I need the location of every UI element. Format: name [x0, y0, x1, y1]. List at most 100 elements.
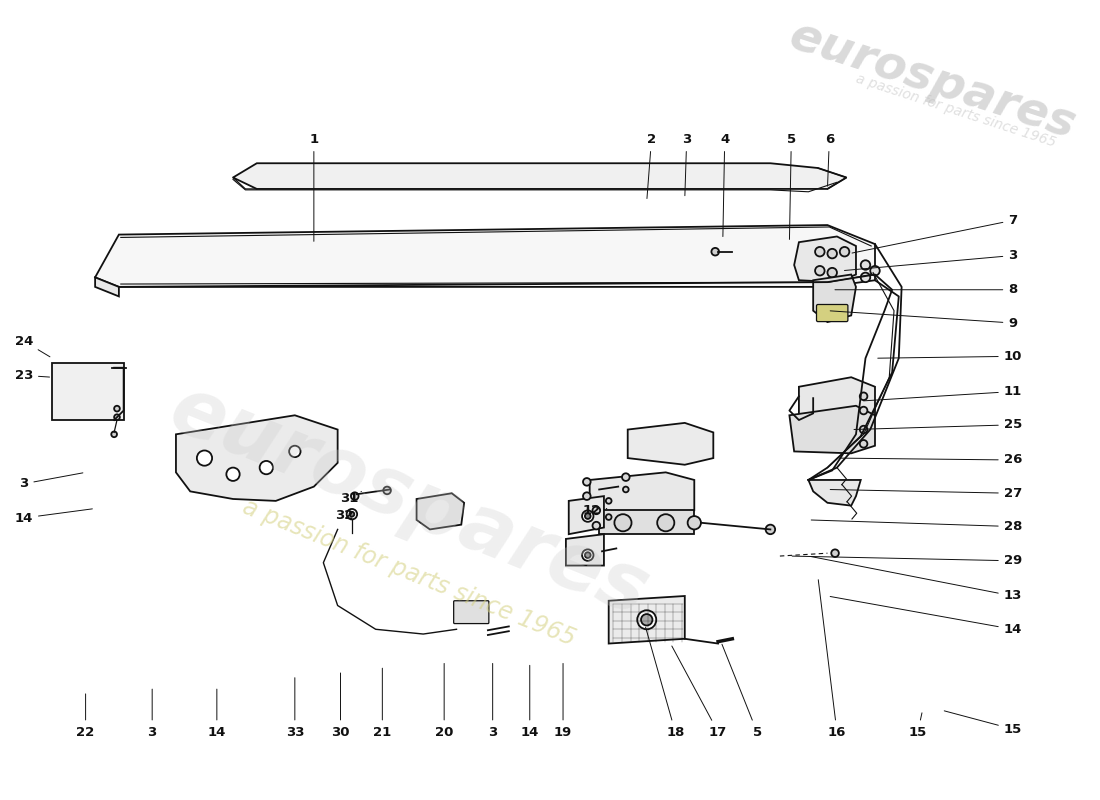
Text: 21: 21	[373, 668, 392, 738]
Circle shape	[346, 509, 358, 519]
Circle shape	[227, 467, 240, 481]
Polygon shape	[95, 278, 119, 297]
Circle shape	[606, 498, 612, 504]
Text: 16: 16	[818, 580, 846, 738]
Text: eurospares: eurospares	[783, 13, 1081, 148]
Circle shape	[827, 249, 837, 258]
Text: 3: 3	[845, 249, 1018, 270]
Text: 28: 28	[811, 520, 1022, 533]
Polygon shape	[53, 363, 123, 420]
Circle shape	[621, 474, 629, 481]
Polygon shape	[176, 415, 338, 501]
Circle shape	[606, 514, 612, 520]
Text: 3: 3	[19, 473, 82, 490]
Text: 24: 24	[14, 334, 50, 357]
Circle shape	[860, 260, 870, 270]
Circle shape	[860, 393, 868, 400]
Polygon shape	[608, 596, 685, 643]
Text: eurospares: eurospares	[158, 370, 660, 632]
FancyBboxPatch shape	[816, 305, 848, 322]
Polygon shape	[417, 494, 464, 530]
Polygon shape	[799, 378, 875, 423]
Text: 1: 1	[309, 133, 318, 242]
Text: a passion for parts since 1965: a passion for parts since 1965	[854, 72, 1058, 150]
Circle shape	[260, 461, 273, 474]
Circle shape	[583, 492, 591, 500]
Circle shape	[657, 514, 674, 531]
Circle shape	[827, 268, 837, 278]
Text: 25: 25	[854, 418, 1022, 431]
Text: 9: 9	[830, 311, 1018, 330]
Text: 14: 14	[520, 666, 539, 738]
Text: 2: 2	[647, 133, 656, 198]
Text: 12: 12	[582, 504, 607, 517]
Text: 5: 5	[786, 133, 796, 239]
Circle shape	[832, 550, 839, 557]
Polygon shape	[628, 423, 713, 465]
Polygon shape	[790, 406, 874, 454]
Circle shape	[712, 248, 719, 255]
Text: 3: 3	[488, 663, 497, 738]
Circle shape	[860, 406, 868, 414]
Circle shape	[114, 414, 120, 420]
Circle shape	[114, 406, 120, 411]
Polygon shape	[95, 225, 875, 287]
Circle shape	[593, 522, 601, 530]
Text: 15: 15	[909, 713, 927, 738]
Polygon shape	[813, 274, 856, 322]
Text: 14: 14	[14, 509, 92, 525]
Text: 5: 5	[722, 644, 761, 738]
Text: 19: 19	[554, 663, 572, 738]
Circle shape	[585, 514, 591, 519]
Circle shape	[585, 552, 591, 558]
Text: 23: 23	[14, 369, 50, 382]
Circle shape	[839, 247, 849, 257]
Text: a passion for parts since 1965: a passion for parts since 1965	[239, 494, 579, 650]
Text: 18: 18	[646, 627, 684, 738]
Circle shape	[641, 614, 652, 626]
Circle shape	[766, 525, 775, 534]
Circle shape	[688, 516, 701, 530]
Text: 29: 29	[792, 554, 1022, 567]
Circle shape	[582, 550, 594, 561]
Text: 15: 15	[944, 711, 1022, 736]
Text: 3: 3	[147, 689, 157, 738]
Circle shape	[582, 510, 594, 522]
Circle shape	[623, 486, 629, 492]
Text: 3: 3	[682, 133, 691, 196]
FancyBboxPatch shape	[453, 601, 488, 623]
Circle shape	[351, 492, 359, 500]
Circle shape	[383, 486, 390, 494]
Text: 31: 31	[340, 491, 362, 505]
Text: 10: 10	[878, 350, 1022, 363]
Polygon shape	[794, 237, 856, 282]
Circle shape	[197, 450, 212, 466]
Text: 30: 30	[331, 673, 350, 738]
Text: 17: 17	[672, 646, 727, 738]
Circle shape	[637, 610, 657, 630]
Polygon shape	[565, 534, 604, 566]
Text: 20: 20	[434, 663, 453, 738]
Polygon shape	[233, 163, 847, 189]
Polygon shape	[569, 496, 604, 534]
Circle shape	[111, 431, 117, 437]
Polygon shape	[600, 510, 694, 534]
Circle shape	[870, 266, 880, 275]
Circle shape	[583, 478, 591, 486]
Text: 6: 6	[825, 133, 834, 186]
Circle shape	[615, 514, 631, 531]
Circle shape	[289, 446, 300, 457]
Text: 4: 4	[720, 133, 729, 237]
Text: 14: 14	[208, 689, 226, 738]
Circle shape	[350, 512, 354, 517]
Circle shape	[815, 247, 825, 257]
Circle shape	[860, 426, 868, 434]
Text: 14: 14	[830, 597, 1022, 636]
Text: 11: 11	[864, 385, 1022, 401]
Text: 33: 33	[286, 678, 304, 738]
Circle shape	[593, 506, 601, 514]
Circle shape	[860, 273, 870, 282]
Polygon shape	[808, 480, 860, 506]
Text: 7: 7	[852, 214, 1018, 253]
Text: 22: 22	[77, 694, 95, 738]
